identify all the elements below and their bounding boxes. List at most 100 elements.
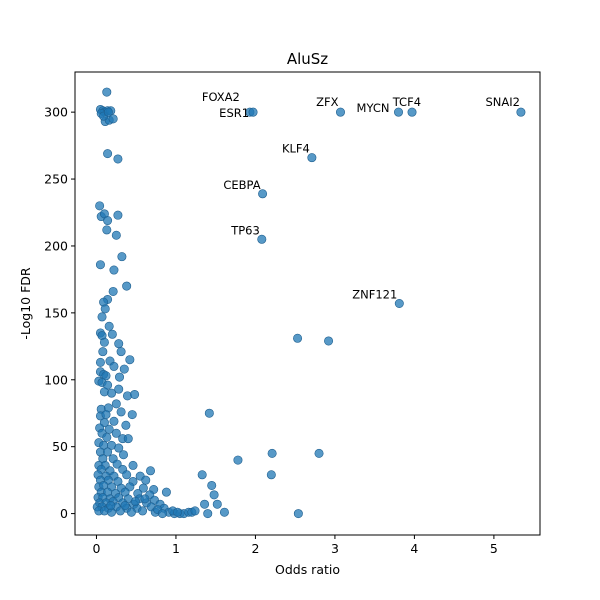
data-point [125,355,135,365]
data-point [103,447,113,457]
data-point [115,372,125,382]
point-annotation: TCF4 [392,95,421,109]
chart-title: AluSz [287,50,328,68]
plot-frame [74,71,541,536]
point-annotation: ZNF121 [352,288,397,302]
data-point [119,364,129,374]
data-point [102,87,112,97]
data-point [109,361,119,371]
data-point [197,470,207,480]
data-point [138,483,148,493]
data-point [293,509,303,519]
data-point [116,407,126,417]
data-point [103,149,113,159]
data-point [161,487,171,497]
data-point [111,399,121,409]
x-axis-label: Odds ratio [275,562,340,577]
data-point [100,304,110,314]
data-point [111,230,121,240]
data-point [108,114,118,124]
y-axis-label: -Log10 FDR [18,267,33,340]
y-tick-label: 50 [52,439,68,454]
data-point [146,466,156,476]
y-tick-label: 150 [44,305,68,320]
data-point [113,154,123,164]
point-annotation: ESR1 [219,106,249,120]
point-annotation: KLF4 [282,142,310,156]
y-tick-label: 0 [60,506,68,521]
data-point [95,260,105,270]
data-point [101,410,111,420]
annotations-layer: FOXA2 ESR1 ZFX MYCN TCF4 SNAI2 KLF4 CEBPA TP63 ZN… [202,90,520,301]
data-point [99,337,109,347]
point-annotation: MYCN [357,101,390,115]
data-point [102,225,112,235]
x-tick-label: 3 [331,541,339,556]
x-axis-ticks: 0 1 2 3 4 5 [92,535,498,556]
y-tick-label: 250 [44,172,68,187]
data-point [219,507,229,517]
data-point [108,286,118,296]
data-point [95,201,105,211]
data-point [95,357,105,367]
data-point [307,153,317,163]
x-tick-label: 2 [251,541,259,556]
data-point [212,499,222,509]
data-point [107,329,117,339]
data-point [248,107,258,117]
data-point [207,480,217,490]
data-point [114,443,124,453]
data-point [102,432,112,442]
point-annotation: FOXA2 [202,90,240,104]
data-point [109,265,119,275]
data-point [101,371,111,381]
data-point [107,388,117,398]
data-point [130,389,140,399]
x-tick-label: 5 [490,541,498,556]
data-point [112,459,122,469]
data-point [98,347,108,357]
data-point [104,321,114,331]
point-annotation: SNAI2 [485,95,519,109]
data-point [204,408,214,418]
y-tick-label: 200 [44,238,68,253]
point-annotation: ZFX [316,95,338,109]
data-point [293,333,303,343]
data-point [209,490,219,500]
data-point [394,298,404,308]
data-point [114,384,124,394]
data-point [121,420,131,430]
data-point [113,210,123,220]
data-point [267,448,277,458]
point-annotation: TP63 [230,223,260,237]
x-tick-label: 0 [92,541,100,556]
data-point [123,434,133,444]
data-point [128,460,138,470]
data-point [335,107,345,117]
data-point [258,189,268,199]
data-point [127,410,137,420]
data-point [314,448,324,458]
data-point [394,107,404,117]
data-point [122,281,132,291]
data-point [97,312,107,322]
data-point [516,107,526,117]
data-point [104,424,114,434]
data-point [257,234,267,244]
data-point [106,501,116,511]
y-axis-ticks: 0 50 100 150 200 250 300 [44,105,75,521]
y-tick-label: 100 [44,372,68,387]
data-point [130,497,140,507]
data-point [138,506,148,516]
data-point [157,509,167,519]
data-point [116,347,126,357]
data-point [103,107,113,117]
data-point [109,416,119,426]
data-point [103,216,113,226]
point-annotation: CEBPA [223,178,260,192]
data-point [117,252,127,262]
data-point [190,506,200,516]
points-layer [92,87,526,519]
data-point [233,455,243,465]
